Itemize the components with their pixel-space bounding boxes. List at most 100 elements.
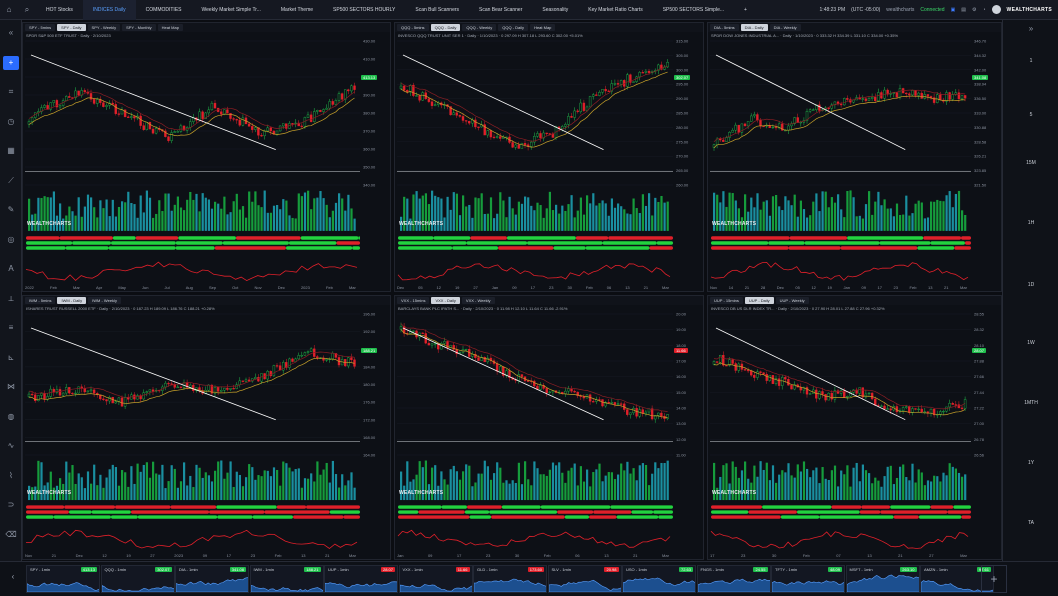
trend-line[interactable] xyxy=(30,54,276,150)
ruler-icon[interactable]: ⟂ xyxy=(8,293,14,303)
chart-canvas[interactable]: 430.00410.00400.00390.00380.00370.00360.… xyxy=(23,23,391,292)
chart-panel-5[interactable]: VXX - 15mins VXX - Daily VXX - Weekly BARCL… xyxy=(394,295,704,560)
chart-tab[interactable]: QQQ - Daily xyxy=(430,24,461,31)
workspace-tab-6[interactable]: SP500 SECTORS HOURLY xyxy=(333,6,396,13)
watchlist-card-fngs[interactable]: FNGS - 1min 24.55 xyxy=(696,565,771,593)
trend-line-icon[interactable]: ⟋ xyxy=(8,175,14,185)
watchlist-card-vxx[interactable]: VXX - 1min 11.66 xyxy=(398,565,473,593)
fibonacci-icon[interactable]: ≡ xyxy=(8,323,14,332)
chart-tab[interactable]: QQQ - 5mins xyxy=(397,24,429,31)
watchlist-card-msft[interactable]: MSFT - 1min 263.10 xyxy=(845,565,920,593)
chart-tab[interactable]: SPY - 5mins xyxy=(25,24,56,31)
home-icon[interactable]: ⌂ xyxy=(6,5,12,14)
chart-type-icon[interactable]: ⌗ xyxy=(8,87,14,96)
chart-canvas[interactable]: 20.00 19.00 18.00 17.00 16.00 15.00 14.00 13.00… xyxy=(395,296,704,560)
interval-1[interactable]: 1 xyxy=(1029,58,1033,64)
trend-line[interactable] xyxy=(715,54,906,150)
workspace-tab-5[interactable]: Market Theme xyxy=(280,6,314,13)
shapes-icon[interactable]: ◎ xyxy=(7,234,15,244)
chart-canvas[interactable]: 315.00 305.00 300.00 295.00 290.00 285.00 280.… xyxy=(395,23,704,292)
add-watchlist-button[interactable]: + xyxy=(981,565,1007,593)
workspace-tab-2[interactable]: INDICES Daily xyxy=(82,0,136,20)
avatar[interactable] xyxy=(991,5,1001,14)
watchlist-card-dia[interactable]: DIA - 1min 341.08 xyxy=(175,565,249,593)
save-icon[interactable]: ▣ xyxy=(950,6,956,13)
chart-tab[interactable]: IWM - Weekly xyxy=(88,297,121,304)
chart-tab[interactable]: IWM - 5mins xyxy=(25,297,56,304)
add-tab-button[interactable]: + xyxy=(744,6,747,13)
workspace-tab-1[interactable]: HOT Stocks xyxy=(46,6,73,13)
chart-tab[interactable]: IWM - Daily xyxy=(57,297,87,304)
workspace-tab-10[interactable]: Key Market Ratio Charts xyxy=(588,6,643,13)
chart-tab[interactable]: DIA - Weekly xyxy=(769,24,801,31)
chart-tab[interactable]: UUP - Weekly xyxy=(775,297,809,304)
interval-1w[interactable]: 1W xyxy=(1027,340,1035,346)
calendar-icon[interactable]: ▦ xyxy=(7,146,15,155)
chart-tab[interactable]: QQQ - Weekly xyxy=(462,24,497,31)
clock-icon[interactable]: ◷ xyxy=(7,116,15,126)
chart-canvas[interactable]: 28.55 28.32 28.10 27.88 27.66 27.44 27.22 27.00… xyxy=(708,296,1002,560)
timezone-text[interactable]: (UTC -05:00) xyxy=(851,6,881,13)
trend-line[interactable] xyxy=(402,54,604,150)
zigzag-icon[interactable]: ⌇ xyxy=(9,470,13,480)
trash-icon[interactable]: ⌫ xyxy=(5,529,17,539)
workspace-tab-8[interactable]: Scan Bear Scanner xyxy=(479,6,523,13)
watchlist-card-spy[interactable]: SPY - 1min 413.13 xyxy=(26,565,100,593)
measure-icon[interactable]: ⊾ xyxy=(7,352,15,362)
chart-panel-6[interactable]: UUP - 15mins UUP - Daily UUP - Weekly INVES… xyxy=(707,295,1002,560)
interval-ta[interactable]: TA xyxy=(1027,520,1035,526)
trend-line[interactable] xyxy=(402,327,604,421)
interval-1mth[interactable]: 1MTH xyxy=(1024,400,1038,406)
layout-icon[interactable]: ▤ xyxy=(961,6,967,13)
chart-panel-3[interactable]: DIA - 5mins DIA - Daily DIA - Weekly SPDR D… xyxy=(707,22,1002,292)
chart-tab[interactable]: QQQ - Daily xyxy=(498,24,529,31)
pencil-icon[interactable]: ✎ xyxy=(7,205,15,214)
chart-tab[interactable]: SPY - Weekly xyxy=(87,24,121,31)
bell-icon[interactable]: ◔ xyxy=(982,6,986,13)
chart-tab[interactable]: UUP - Daily xyxy=(744,297,774,304)
chart-panel-4[interactable]: IWM - 5mins IWM - Daily IWM - Weekly ISHARE… xyxy=(22,295,391,560)
indicator-icon[interactable]: ∿ xyxy=(7,441,15,450)
text-icon[interactable]: A xyxy=(8,264,14,273)
chart-tab[interactable]: VXX - Weekly xyxy=(461,297,495,304)
interval-5[interactable]: 5 xyxy=(1029,112,1033,118)
chart-tab[interactable]: VXX - Daily xyxy=(431,297,460,304)
workspace-tab-4[interactable]: Weekly Market Simple Tr... xyxy=(201,6,261,13)
chart-tab[interactable]: Heat Map xyxy=(530,24,556,31)
chart-tab[interactable]: SPY - Monthly xyxy=(122,24,156,31)
chart-canvas[interactable]: 196.00192.00188.00184.00180.00176.00172.… xyxy=(23,296,391,560)
chart-tab[interactable]: SPY - Daily xyxy=(57,24,86,31)
username-text[interactable]: wealthcharts xyxy=(886,6,915,13)
trend-line[interactable] xyxy=(715,327,906,421)
workspace-tab-7[interactable]: Scan Bull Scanners xyxy=(415,6,460,13)
chart-tab[interactable]: VXX - 15mins xyxy=(397,297,430,304)
collapse-right-icon[interactable]: » xyxy=(1028,24,1034,33)
chart-tab[interactable]: DIA - Daily xyxy=(740,24,768,31)
interval-1d[interactable]: 1D xyxy=(1027,282,1035,288)
magnet-icon[interactable]: ⊃ xyxy=(7,500,15,509)
crosshair-icon[interactable]: + xyxy=(3,55,19,70)
watchlist-card-gld[interactable]: GLD - 1min 173.60 xyxy=(473,565,547,593)
chart-tab[interactable]: Heat Map xyxy=(157,24,183,31)
strip-left-icon[interactable]: ‹ xyxy=(11,572,15,581)
watchlist-card-uup[interactable]: UUP - 1min 28.07 xyxy=(324,565,398,593)
watchlist-card-slv[interactable]: SLV - 1min 20.98 xyxy=(547,565,622,593)
collapse-icon[interactable]: « xyxy=(8,28,14,37)
interval-15m[interactable]: 15M xyxy=(1026,160,1036,166)
gear-icon[interactable]: ⚙ xyxy=(972,6,977,13)
chart-panel-1[interactable]: SPY - 5mins SPY - Daily SPY - Weekly SPY - … xyxy=(22,22,391,292)
interval-1h[interactable]: 1H xyxy=(1027,220,1035,226)
search-icon[interactable]: ⌕ xyxy=(24,4,30,14)
watchlist-card-uso[interactable]: USO - 1min 72.63 xyxy=(622,565,696,593)
chart-tab[interactable]: UUP - 15mins xyxy=(710,297,743,304)
workspace-tab-3[interactable]: COMMODITIES xyxy=(145,6,182,13)
trend-line[interactable] xyxy=(30,327,276,421)
pattern-icon[interactable]: ⋈ xyxy=(7,382,15,391)
interval-1y[interactable]: 1Y xyxy=(1027,460,1035,466)
chart-tab[interactable]: DIA - 5mins xyxy=(710,24,739,31)
watchlist-card-qqq[interactable]: QQQ - 1min 302.07 xyxy=(100,565,175,593)
workspace-tab-9[interactable]: Seasonality xyxy=(542,6,569,13)
gann-icon[interactable]: ◍ xyxy=(7,411,15,421)
watchlist-card-iwm[interactable]: IWM - 1min 188.21 xyxy=(249,565,324,593)
workspace-tab-11[interactable]: SP500 SECTORS Simple... xyxy=(662,6,725,13)
